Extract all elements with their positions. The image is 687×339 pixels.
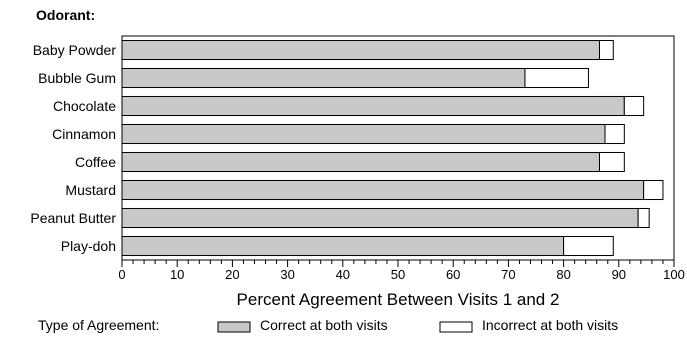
bar-incorrect-cinnamon [604, 123, 625, 145]
x-tick-label: 40 [336, 267, 350, 282]
x-tick-label: 30 [280, 267, 294, 282]
bar-incorrect-baby-powder [598, 39, 614, 61]
category-label: Cinnamon [52, 126, 116, 142]
legend-label-correct: Correct at both visits [260, 317, 388, 333]
bar-correct-coffee [121, 151, 600, 173]
legend: Type of Agreement: Correct at both visit… [38, 317, 618, 333]
x-tick-label: 90 [612, 267, 626, 282]
category-label: Peanut Butter [30, 210, 116, 226]
legend-swatch-incorrect [439, 321, 473, 333]
x-tick-label: 20 [225, 267, 239, 282]
bar-correct-bubble-gum [121, 67, 526, 89]
x-tick-label: 10 [170, 267, 184, 282]
bar-correct-chocolate [121, 95, 625, 117]
bar-correct-peanut-butter [121, 207, 639, 229]
legend-label-incorrect: Incorrect at both visits [482, 317, 618, 333]
x-axis-title: Percent Agreement Between Visits 1 and 2 [237, 290, 560, 309]
bar-incorrect-chocolate [623, 95, 645, 117]
category-label: Mustard [65, 182, 116, 198]
bar-correct-mustard [121, 179, 645, 201]
x-axis: 0 10 20 30 40 50 60 70 80 90 100 [118, 259, 685, 282]
x-tick-label: 70 [501, 267, 515, 282]
category-label: Play-doh [61, 238, 116, 254]
category-label: Bubble Gum [38, 70, 116, 86]
category-label: Coffee [75, 154, 116, 170]
x-tick-label: 100 [663, 267, 685, 282]
bar-incorrect-mustard [643, 179, 664, 201]
legend-swatch-correct [217, 321, 251, 333]
x-tick-label: 80 [556, 267, 570, 282]
bar-correct-play-doh [121, 235, 565, 257]
bar-incorrect-coffee [598, 151, 625, 173]
bar-incorrect-peanut-butter [637, 207, 650, 229]
bar-incorrect-play-doh [563, 235, 614, 257]
x-tick-label: 0 [118, 267, 125, 282]
category-label: Baby Powder [33, 42, 117, 58]
x-tick-label: 50 [391, 267, 405, 282]
bar-incorrect-bubble-gum [524, 67, 589, 89]
category-label: Chocolate [53, 98, 116, 114]
category-labels: Baby Powder Bubble Gum Chocolate Cinnamon Co… [30, 42, 116, 254]
bar-correct-cinnamon [121, 123, 606, 145]
bars-group [121, 35, 675, 261]
legend-title: Type of Agreement: [38, 317, 159, 333]
y-axis-title: Odorant: [36, 7, 95, 23]
x-tick-label: 60 [446, 267, 460, 282]
bar-correct-baby-powder [121, 39, 600, 61]
